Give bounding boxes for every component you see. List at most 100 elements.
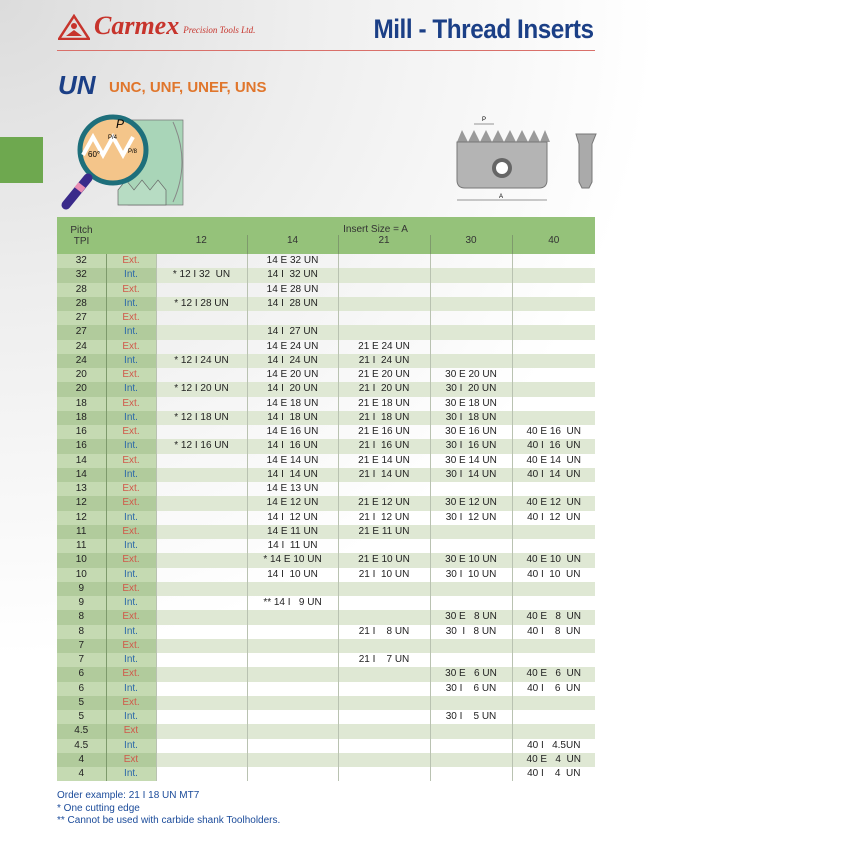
insert-code-cell: 14 I 11 UN [246,539,338,554]
eighth-pitch-label: P/8 [128,149,138,155]
insert-code-cell: 40 I 16 UN [511,439,595,454]
insert-code-cell: 40 E 12 UN [511,496,595,511]
section-title: UN [58,70,96,100]
insert-code-cell: 14 E 11 UN [246,524,338,539]
insert-code-cell: 30 E 20 UN [429,368,512,383]
insert-code-cell [155,681,247,696]
table-row: 14 Ext. 14 E 14 UN 21 E 14 UN 30 E 14 UN 40 E… [57,453,595,468]
table-row: 32 Ext. 14 E 32 UN [57,254,595,269]
insert-code-cell: 21 I 18 UN [337,410,430,425]
pitch-cell: 9 [57,581,106,596]
insert-code-cell: 40 I 14 UN [511,467,595,482]
insert-code-cell [337,581,430,596]
insert-code-cell [511,311,595,326]
insert-code-cell: 14 I 10 UN [246,567,338,582]
thread-type-cell: Int. [105,268,156,283]
pitch-cell: 10 [57,553,106,568]
thread-type-cell: Ext. [105,667,156,682]
insert-code-cell [429,339,512,354]
thread-type-cell: Int. [105,738,156,753]
thread-type-cell: Int. [105,681,156,696]
insert-code-cell [511,410,595,425]
section-subtitle: UNC, UNF, UNEF, UNS [109,79,267,96]
insert-code-cell: 14 I 27 UN [246,325,338,340]
table-row: 27 Int. 14 I 27 UN [57,325,595,340]
insert-code-cell [337,254,430,269]
insert-code-cell [429,254,512,269]
insert-code-cell [511,539,595,554]
thread-type-cell: Ext. [105,482,156,497]
pitch-cell: 28 [57,282,106,297]
thread-type-cell: Ext [105,724,156,739]
insert-code-cell [429,752,512,767]
insert-code-cell [337,724,430,739]
insert-code-cell: 14 I 12 UN [246,510,338,525]
thread-type-cell: Int. [105,353,156,368]
type-header [106,217,156,254]
size-header-14: 14 [246,235,338,254]
table-row: 20 Int. * 12 I 20 UN 14 I 20 UN 21 I 20 UN 30… [57,382,595,397]
insert-code-cell: 40 E 8 UN [511,610,595,625]
insert-code-cell [511,695,595,710]
header-divider [57,50,595,51]
table-row: 6 Ext. 30 E 6 UN 40 E 6 UN [57,667,595,682]
insert-code-cell: 40 I 8 UN [511,624,595,639]
insert-code-cell [337,681,430,696]
thread-type-cell: Ext. [105,496,156,511]
insert-code-cell: 40 I 12 UN [511,510,595,525]
thread-type-cell: Ext. [105,553,156,568]
pitch-cell: 7 [57,638,106,653]
insert-code-cell: 21 E 24 UN [337,339,430,354]
insert-code-cell: 14 I 28 UN [246,296,338,311]
thread-type-cell: Ext. [105,339,156,354]
table-row: 13 Ext. 14 E 13 UN [57,482,595,497]
pitch-cell: 20 [57,382,106,397]
insert-code-cell [246,752,338,767]
size-header-30: 30 [429,235,512,254]
pitch-cell: 4 [57,767,106,782]
thread-type-cell: Ext. [105,524,156,539]
insert-code-cell [246,311,338,326]
thread-type-cell: Ext. [105,581,156,596]
table-row: 28 Int. * 12 I 28 UN 14 I 28 UN [57,296,595,311]
insert-code-cell [337,710,430,725]
insert-code-cell [511,254,595,269]
insert-code-cell [511,382,595,397]
insert-code-cell: 30 I 16 UN [429,439,512,454]
insert-code-cell [155,467,247,482]
insert-code-cell [155,567,247,582]
table-row: 24 Int. * 12 I 24 UN 14 I 24 UN 21 I 24 UN [57,353,595,368]
thread-type-cell: Int. [105,596,156,611]
insert-code-cell: 21 E 18 UN [337,396,430,411]
insert-code-cell: 21 I 16 UN [337,439,430,454]
insert-code-cell [155,653,247,668]
insert-code-cell: 21 E 20 UN [337,368,430,383]
insert-code-cell: 21 E 11 UN [337,524,430,539]
insert-code-cell: 14 E 12 UN [246,496,338,511]
insert-code-cell [429,638,512,653]
insert-code-cell [155,724,247,739]
insert-code-cell [337,296,430,311]
insert-code-cell: 14 E 16 UN [246,425,338,440]
insert-code-cell [337,638,430,653]
thread-insert-table: Pitch TPI Insert Size = A 12 14 21 30 40 32 E… [57,217,595,782]
insert-code-cell: 40 E 4 UN [511,752,595,767]
insert-code-cell: 30 E 10 UN [429,553,512,568]
insert-code-cell [511,638,595,653]
order-example: Order example: 21 I 18 UN MT7 [57,790,200,801]
insert-code-cell [155,396,247,411]
insert-code-cell [246,624,338,639]
table-row: 16 Int. * 12 I 16 UN 14 I 16 UN 21 I 16 UN 30… [57,439,595,454]
thread-type-cell: Ext. [105,638,156,653]
thread-type-cell: Int. [105,410,156,425]
thread-type-cell: Ext. [105,368,156,383]
insert-code-cell [155,710,247,725]
insert-code-cell [337,311,430,326]
insert-code-cell [246,681,338,696]
insert-code-cell: 30 I 5 UN [429,710,512,725]
insert-code-cell [155,695,247,710]
insert-code-cell: 21 I 14 UN [337,467,430,482]
pitch-cell: 18 [57,410,106,425]
insert-code-cell [429,482,512,497]
insert-code-cell [511,653,595,668]
